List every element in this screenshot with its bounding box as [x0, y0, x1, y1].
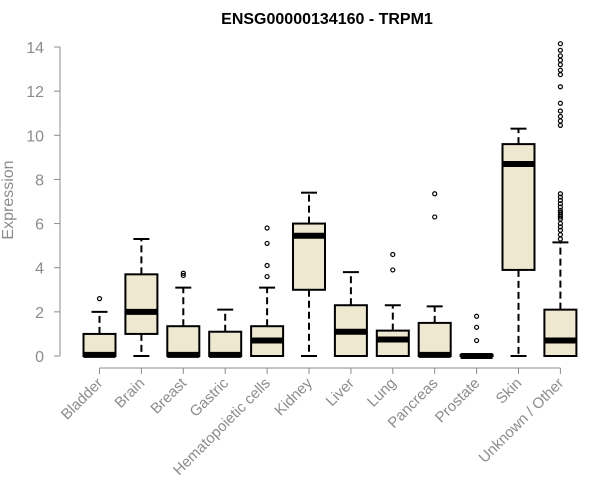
y-tick-label: 12 [26, 84, 44, 101]
y-axis: 0 2 4 6 8 10 12 14 [26, 40, 61, 366]
x-tick-label: Lung [364, 375, 400, 411]
box-10 [459, 313, 494, 359]
outlier-point [432, 191, 438, 197]
iqr-box [417, 321, 452, 357]
box-8 [375, 251, 410, 358]
outlier-point [557, 191, 564, 197]
outlier-point [557, 57, 564, 63]
boxes-layer [82, 41, 578, 359]
y-axis-label: Expression [0, 160, 17, 239]
outlier-point [557, 84, 564, 90]
y-tick-label: 14 [26, 40, 44, 57]
outlier-point [557, 236, 564, 242]
iqr-box [375, 329, 410, 358]
x-tick-label: Brain [111, 375, 148, 412]
outlier-point [390, 251, 396, 258]
y-tick-label: 6 [35, 217, 44, 234]
box-12 [543, 41, 578, 357]
outlier-point [557, 204, 564, 210]
outlier-point [180, 270, 186, 276]
box-2 [124, 238, 159, 357]
outlier-point [96, 296, 103, 302]
outlier-point [474, 324, 480, 330]
outlier-point [264, 262, 270, 269]
outlier-point [557, 47, 564, 53]
chart-title: ENSG00000134160 - TRPM1 [221, 11, 433, 28]
iqr-box [124, 273, 159, 335]
box-1 [82, 296, 117, 358]
outlier-point [557, 108, 564, 114]
outlier-point [557, 194, 564, 200]
outlier-point [557, 201, 564, 207]
outlier-point [432, 214, 438, 220]
outlier-point [557, 100, 564, 106]
box-11 [501, 127, 536, 357]
outlier-point [264, 273, 270, 280]
outlier-point [557, 113, 564, 120]
y-tick-label: 4 [35, 261, 44, 278]
outlier-point [264, 240, 270, 247]
outlier-point [557, 209, 564, 216]
x-tick-label: Prostate [432, 375, 484, 427]
y-tick-label: 8 [35, 172, 44, 189]
outlier-point [557, 224, 564, 230]
x-tick-label: Liver [323, 375, 358, 410]
x-tick-label: Breast [147, 374, 190, 417]
outlier-point [474, 313, 480, 319]
outlier-point [557, 197, 564, 203]
outlier-point [264, 225, 270, 231]
outlier-point [557, 53, 564, 59]
outlier-point [474, 337, 480, 344]
y-tick-label: 2 [35, 305, 44, 322]
box-4 [208, 308, 243, 358]
outlier-point [557, 232, 564, 238]
outlier-point [557, 41, 564, 47]
box-3 [166, 270, 201, 358]
x-tick-label: Kidney [271, 374, 316, 419]
x-tick-label: Skin [493, 375, 526, 408]
outlier-point [557, 122, 564, 128]
outlier-point [557, 67, 564, 73]
box-5 [250, 225, 285, 358]
outlier-point [557, 62, 564, 68]
iqr-box [166, 325, 201, 358]
outlier-point [557, 227, 564, 233]
y-tick-label: 10 [26, 128, 44, 145]
box-6 [292, 191, 326, 357]
outlier-point [557, 118, 564, 124]
outlier-point [557, 207, 564, 213]
box-9 [417, 191, 452, 358]
iqr-box [543, 308, 578, 357]
outlier-point [557, 71, 564, 78]
outlier-point [390, 267, 396, 273]
y-tick-label: 0 [35, 349, 44, 366]
box-7 [333, 271, 368, 358]
x-tick-label: Bladder [58, 375, 107, 424]
outlier-point [180, 272, 186, 279]
